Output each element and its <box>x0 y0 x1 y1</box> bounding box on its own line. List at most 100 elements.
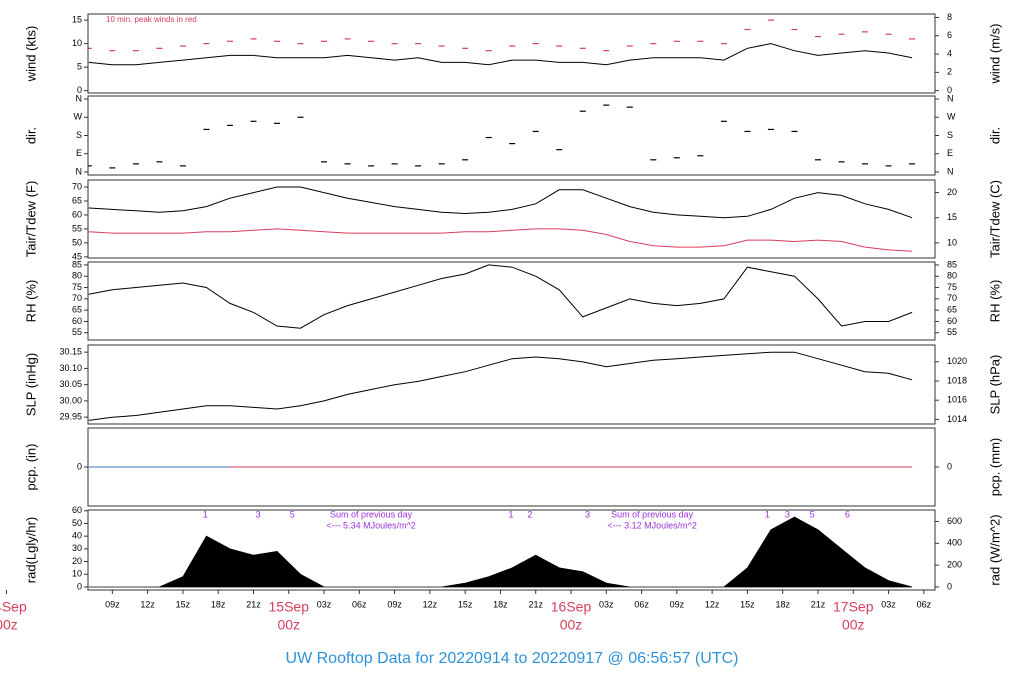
panel-frame <box>87 95 936 176</box>
y-axis-label: pcp. (in) <box>23 444 38 491</box>
x-tick-label: 03z <box>881 599 896 609</box>
panel-frame <box>87 427 936 507</box>
y-axis-label: SLP (inHg) <box>23 353 38 416</box>
peak-marker: 1 <box>509 509 514 519</box>
data-line <box>88 228 913 252</box>
y-axis-label: wind (kts) <box>23 26 38 83</box>
y-tick-label: 29.95 <box>59 412 82 422</box>
y2-axis-label: dir. <box>987 127 1002 144</box>
y-tick-label: 0 <box>77 461 82 471</box>
y2-tick-label: 0 <box>947 461 952 471</box>
y-axis-label: RH (%) <box>23 280 38 323</box>
y-tick-label: 75 <box>72 282 82 292</box>
y2-tick-label: 60 <box>947 316 957 326</box>
y-tick-label: 60 <box>72 316 82 326</box>
plot-area <box>88 264 913 329</box>
y2-tick-label: N <box>947 93 954 103</box>
x-date-label: 17Sep <box>833 599 874 615</box>
x-date-label: 14Sep <box>0 599 27 615</box>
y-tick-label: 70 <box>72 293 82 303</box>
x-tick-label: 00z <box>842 617 865 633</box>
x-tick-label: 18z <box>211 599 226 609</box>
y-tick-label: 30.05 <box>59 379 82 389</box>
y-tick-label: 55 <box>72 223 82 233</box>
x-tick-label: 18z <box>493 599 508 609</box>
y-tick-label: 30.15 <box>59 347 82 357</box>
y-tick-label: 50 <box>72 237 82 247</box>
panel-frame <box>87 179 936 259</box>
x-date-label: 15Sep <box>269 599 310 615</box>
x-tick-label: 03z <box>599 599 614 609</box>
sum-note: Sum of previous day <box>330 509 413 519</box>
sum-note: <--- 5.34 MJoules/m^2 <box>326 520 416 530</box>
x-tick-label: 21z <box>811 599 826 609</box>
y-tick-label: 70 <box>72 181 82 191</box>
panel-frame <box>87 509 936 591</box>
y-tick-label: 80 <box>72 271 82 281</box>
x-tick-label: 00z <box>560 617 583 633</box>
y2-tick-label: 10 <box>947 237 957 247</box>
x-tick-label: 06z <box>917 599 932 609</box>
y-tick-label: 10 <box>72 569 82 579</box>
y2-axis-label: rad (W/m^2) <box>987 514 1002 585</box>
y2-tick-label: 6 <box>947 30 952 40</box>
y2-tick-label: 0 <box>947 85 952 95</box>
y-tick-label: N <box>76 93 83 103</box>
y2-axis-label: pcp. (mm) <box>987 438 1002 497</box>
y-tick-label: 65 <box>72 305 82 315</box>
peak-marker: 3 <box>785 509 790 519</box>
panel-frame <box>87 261 936 341</box>
x-tick-label: 12z <box>423 599 438 609</box>
y2-tick-label: 8 <box>947 12 952 22</box>
data-line <box>88 351 913 421</box>
y-tick-label: 10 <box>72 38 82 48</box>
y2-tick-label: 70 <box>947 293 957 303</box>
y-tick-label: 85 <box>72 259 82 269</box>
x-tick-label: 21z <box>246 599 261 609</box>
x-tick-label: 06z <box>634 599 649 609</box>
x-tick-label: 09z <box>670 599 685 609</box>
peak-marker: 1 <box>203 509 208 519</box>
data-line <box>88 264 913 329</box>
data-line <box>88 186 913 219</box>
y-axis-label: rad(Lgly/hr) <box>23 517 38 583</box>
y2-tick-label: 1014 <box>947 414 967 424</box>
sum-note: <--- 3.12 MJoules/m^2 <box>607 520 697 530</box>
y-tick-label: 65 <box>72 195 82 205</box>
x-tick-label: 12z <box>705 599 720 609</box>
page-title: UW Rooftop Data for 20220914 to 20220917… <box>286 650 739 667</box>
peak-marker: 5 <box>810 509 815 519</box>
y-tick-label: 0 <box>77 85 82 95</box>
y-tick-label: 40 <box>72 531 82 541</box>
sum-note: Sum of previous day <box>611 509 694 519</box>
y-tick-label: 0 <box>77 581 82 591</box>
plot-area <box>88 104 916 169</box>
peak-marker: 1 <box>765 509 770 519</box>
y2-tick-label: 0 <box>947 581 952 591</box>
x-date-label: 16Sep <box>551 599 592 615</box>
x-tick-label: 03z <box>317 599 332 609</box>
plot-area <box>88 351 913 421</box>
peak-marker: 2 <box>527 509 532 519</box>
y2-tick-label: N <box>947 166 954 176</box>
y2-tick-label: W <box>947 112 956 122</box>
y2-tick-label: 200 <box>947 559 962 569</box>
y-tick-label: E <box>76 148 82 158</box>
plot-area <box>88 186 913 252</box>
peak-marker: 3 <box>256 509 261 519</box>
y-tick-label: 30.10 <box>59 363 82 373</box>
panel-frame <box>87 13 936 94</box>
y-axis-label: dir. <box>23 127 38 144</box>
x-tick-label: 21z <box>528 599 543 609</box>
x-tick-label: 18z <box>775 599 790 609</box>
y-tick-label: 50 <box>72 518 82 528</box>
y-axis-label: Tair/Tdew (F) <box>23 181 38 258</box>
y-tick-label: 30 <box>72 543 82 553</box>
y-tick-label: 60 <box>72 209 82 219</box>
y2-tick-label: E <box>947 148 953 158</box>
y-tick-label: 60 <box>72 505 82 515</box>
y2-tick-label: 20 <box>947 187 957 197</box>
y2-tick-label: 600 <box>947 516 962 526</box>
y2-tick-label: 2 <box>947 67 952 77</box>
